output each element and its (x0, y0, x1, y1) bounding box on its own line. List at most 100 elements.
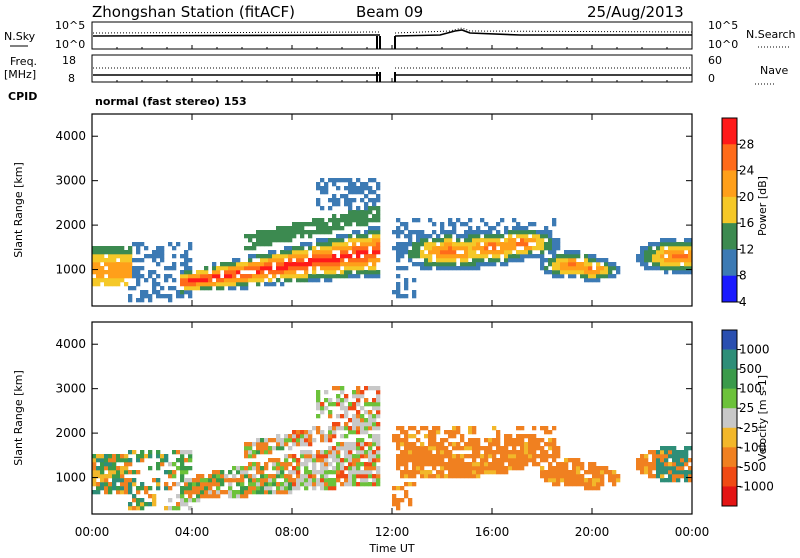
heatmap-cell (416, 262, 421, 267)
heatmap-cell (132, 470, 137, 475)
heatmap-cell (496, 434, 501, 439)
heatmap-cell (680, 270, 685, 275)
heatmap-cell (660, 458, 665, 463)
heatmap-cell (464, 234, 469, 239)
heatmap-cell (244, 494, 249, 499)
heatmap-cell (172, 246, 177, 251)
heatmap-cell (452, 466, 457, 471)
heatmap-cell (372, 478, 377, 483)
heatmap-cell (588, 470, 593, 475)
heatmap-cell (556, 482, 561, 487)
heatmap-cell (484, 262, 489, 267)
heatmap-cell (452, 446, 457, 451)
heatmap-cell (268, 238, 273, 243)
heatmap-cell (132, 270, 137, 275)
heatmap-cell (492, 250, 497, 255)
heatmap-cell (124, 250, 129, 255)
heatmap-cell (312, 246, 317, 251)
heatmap-cell (96, 470, 101, 475)
heatmap-cell (420, 458, 425, 463)
heatmap-cell (356, 458, 361, 463)
heatmap-cell (252, 490, 257, 495)
heatmap-cell (400, 474, 405, 479)
heatmap-cell (480, 470, 485, 475)
heatmap-cell (332, 458, 337, 463)
heatmap-cell (264, 482, 269, 487)
heatmap-cell (220, 482, 225, 487)
heatmap-cell (404, 450, 409, 455)
heatmap-cell (404, 490, 409, 495)
heatmap-cell (592, 478, 597, 483)
heatmap-cell (444, 230, 449, 235)
heatmap-cell (272, 282, 277, 287)
heatmap-cell (352, 422, 357, 427)
heatmap-cell (668, 254, 673, 259)
heatmap-cell (640, 458, 645, 463)
heatmap-cell (376, 426, 381, 431)
heatmap-cell (240, 474, 245, 479)
heatmap-cell (336, 426, 341, 431)
heatmap-cell (252, 274, 257, 279)
heatmap-cell (104, 466, 109, 471)
heatmap-cell (312, 266, 317, 271)
heatmap-cell (312, 258, 317, 263)
heatmap-cell (464, 262, 469, 267)
heatmap-cell (520, 258, 525, 263)
heatmap-cell (264, 450, 269, 455)
heatmap-cell (300, 482, 305, 487)
heatmap-cell (96, 454, 101, 459)
heatmap-cell (184, 262, 189, 267)
heatmap-cell (472, 238, 477, 243)
heatmap-cell (284, 442, 289, 447)
heatmap-cell (320, 250, 325, 255)
heatmap-cell (304, 250, 309, 255)
heatmap-cell (188, 282, 193, 287)
nsky-bottom-tick: 10^0 (55, 38, 85, 51)
heatmap-cell (480, 230, 485, 235)
heatmap-cell (520, 454, 525, 459)
heatmap-cell (488, 238, 493, 243)
heatmap-cell (408, 238, 413, 243)
velocity-ylabel: Slant Range [km] (12, 370, 25, 466)
heatmap-cell (528, 254, 533, 259)
heatmap-cell (548, 238, 553, 243)
heatmap-cell (188, 270, 193, 275)
colorbar-tick-label: -25 (739, 421, 759, 435)
heatmap-cell (672, 450, 677, 455)
heatmap-cell (332, 486, 337, 491)
heatmap-cell (688, 262, 693, 267)
heatmap-cell (324, 278, 329, 283)
heatmap-cell (344, 442, 349, 447)
heatmap-cell (404, 442, 409, 447)
heatmap-cell (516, 426, 521, 431)
heatmap-cell (316, 426, 321, 431)
heatmap-cell (660, 466, 665, 471)
heatmap-cell (336, 458, 341, 463)
heatmap-cell (600, 474, 605, 479)
heatmap-cell (412, 426, 417, 431)
heatmap-cell (224, 274, 229, 279)
heatmap-cell (272, 466, 277, 471)
heatmap-cell (252, 478, 257, 483)
heatmap-cell (560, 258, 565, 263)
heatmap-cell (188, 286, 193, 291)
heatmap-cell (276, 458, 281, 463)
heatmap-cell (336, 442, 341, 447)
colorbar-swatch (722, 486, 737, 507)
heatmap-cell (668, 446, 673, 451)
heatmap-cell (260, 266, 265, 271)
heatmap-cell (288, 454, 293, 459)
heatmap-cell (412, 246, 417, 251)
heatmap-cell (364, 242, 369, 247)
heatmap-cell (92, 262, 97, 267)
heatmap-cell (340, 238, 345, 243)
heatmap-cell (256, 438, 261, 443)
heatmap-cell (372, 458, 377, 463)
heatmap-cell (340, 466, 345, 471)
heatmap-cell (468, 462, 473, 467)
heatmap-cell (288, 270, 293, 275)
heatmap-cell (272, 250, 277, 255)
heatmap-cell (340, 270, 345, 275)
heatmap-cell (448, 474, 453, 479)
heatmap-cell (324, 462, 329, 467)
